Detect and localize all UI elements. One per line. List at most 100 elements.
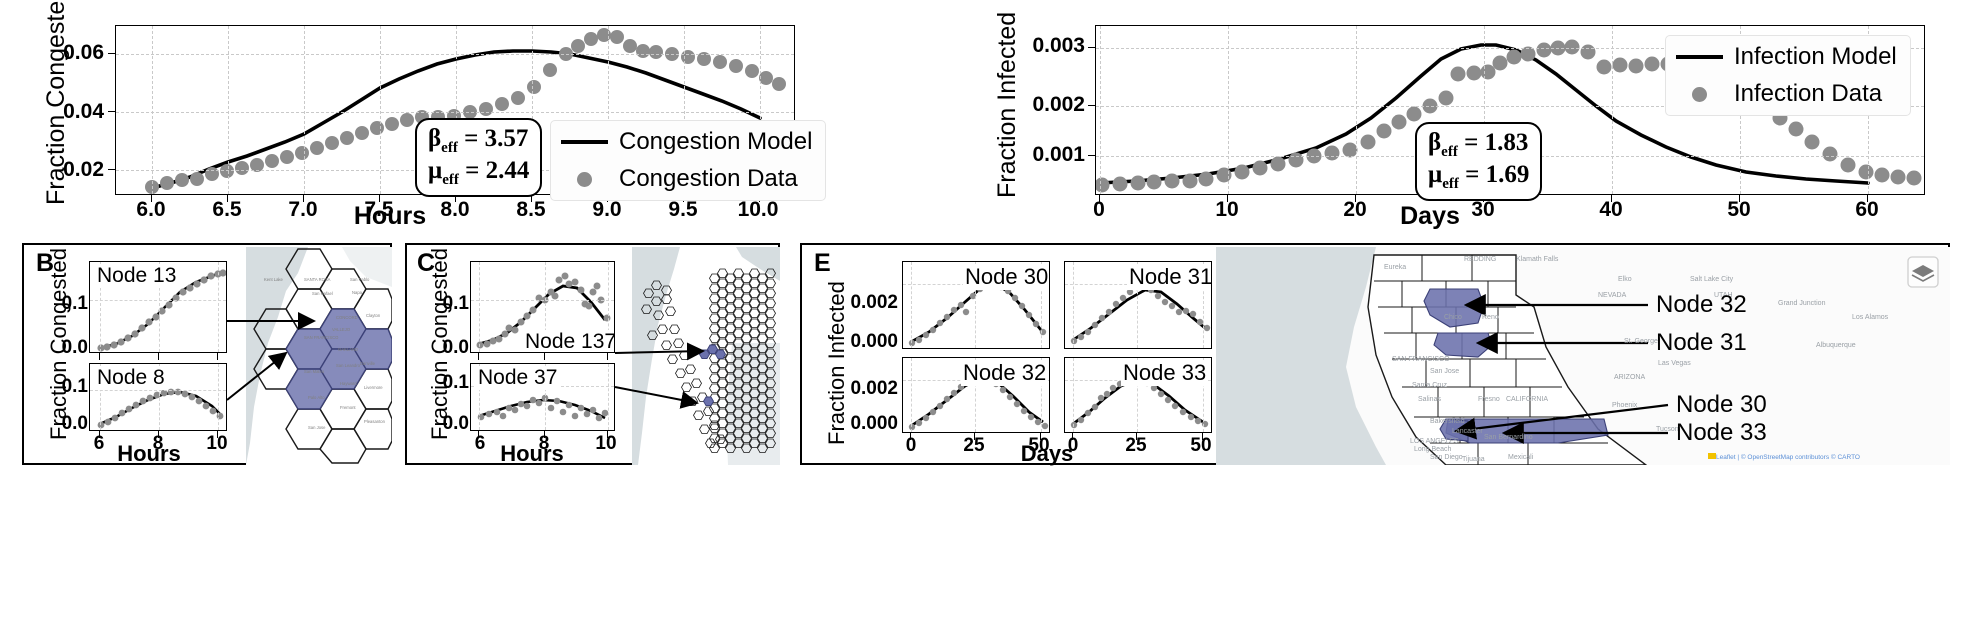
svg-text:Clayton: Clayton — [366, 313, 381, 318]
panel-d-xtick-6: 60 — [1855, 198, 1879, 221]
panel-a-xtick-0: 6.0 — [136, 198, 166, 221]
legend-label-data: Congestion Data — [619, 165, 798, 192]
panel-a-xtick-3: 7.5 — [364, 198, 394, 221]
panel-e-subplot-node32: Node 32 — [902, 357, 1050, 433]
beta-symbol: β — [428, 125, 442, 152]
svg-text:San Bernardino: San Bernardino — [1484, 434, 1533, 441]
svg-text:VALLEJO: VALLEJO — [332, 327, 351, 332]
panel-e-subplot-node31: Node 31 — [1064, 261, 1212, 349]
mu-symbol-d: μ — [1428, 160, 1443, 188]
panel-e-xtick-r0: 0 — [1067, 435, 1079, 456]
panel-e-xtick-l2: 50 — [1028, 435, 1050, 456]
panel-e-ytick-bot-1: 0.002 — [850, 378, 898, 399]
svg-text:Santa Cruz: Santa Cruz — [1412, 382, 1448, 389]
svg-text:San Rafael: San Rafael — [312, 291, 333, 296]
panel-e-xtick-l1: 25 — [963, 435, 985, 456]
svg-text:Lancaster: Lancaster — [1452, 428, 1483, 435]
panel-b-node-label-0: Node 13 — [95, 264, 179, 288]
beta-subscript: eff — [441, 140, 458, 156]
panel-c-sub0-ytick-1: 0.1 — [442, 293, 469, 314]
panel-d-mu-row: μeff = 1.69 — [1428, 161, 1529, 193]
panel-d-ytick-1: 0.002 — [1032, 93, 1085, 116]
panel-c-xlabel: Hours — [500, 441, 564, 466]
panel-e: E Fraction Infected Days 0.002 0.000 0.0… — [800, 243, 1950, 466]
panel-c-node-label-0: Node 137 — [523, 330, 614, 352]
panel-c-sub0-ytick-0: 0.0 — [442, 337, 469, 358]
legend-entry-infection-data: Infection Data — [1676, 80, 1897, 108]
panel-b-subplot-node8: Node 8 — [89, 363, 227, 431]
svg-text:Grand Junction: Grand Junction — [1778, 300, 1826, 307]
panel-c-subplot-node37: Node 37 — [470, 363, 615, 431]
svg-text:Napa: Napa — [352, 290, 363, 295]
svg-text:REDDING: REDDING — [1464, 256, 1496, 263]
panel-c-annotation-arrows — [614, 342, 705, 409]
mu-value: = 2.44 — [465, 156, 530, 184]
panel-a-ytick-2: 0.06 — [63, 41, 104, 64]
panel-b-xtick-1: 8 — [152, 433, 164, 454]
dot-swatch-icon — [561, 171, 608, 187]
panel-b-map: Kent Lake SANTA ROSA San Pablo Napa San Ra… — [246, 247, 392, 465]
panel-a-xtick-1: 6.5 — [212, 198, 242, 221]
svg-text:Chico: Chico — [1444, 314, 1462, 321]
svg-text:ARIZONA: ARIZONA — [1614, 374, 1645, 381]
svg-text:SAN FRANCISCO: SAN FRANCISCO — [1392, 356, 1450, 363]
panel-b-sub0-ytick-1: 0.1 — [61, 293, 88, 314]
panel-a-mu-row: μeff = 2.44 — [428, 157, 529, 189]
svg-text:CONCORD: CONCORD — [336, 315, 358, 320]
legend-label-infection-model: Infection Model — [1734, 43, 1897, 70]
layers-icon — [1907, 256, 1939, 288]
svg-text:Albuquerque: Albuquerque — [1816, 342, 1856, 349]
svg-text:Elko: Elko — [1618, 276, 1632, 283]
panel-d: Fraction Infected Days D 0.001 0.002 0.0… — [975, 10, 1950, 230]
svg-text:CALIFORNIA: CALIFORNIA — [1506, 396, 1548, 403]
svg-text:San Pablo: San Pablo — [350, 277, 370, 282]
panel-d-xlabel: Days — [1400, 202, 1460, 230]
panel-c-subplot-node137: Node 137 — [470, 261, 615, 353]
panel-a-xtick-2: 7.0 — [288, 198, 318, 221]
legend-entry-infection-model: Infection Model — [1676, 43, 1897, 71]
svg-text:Long Beach: Long Beach — [1414, 446, 1451, 453]
panel-a-xtick-7: 9.5 — [668, 198, 698, 221]
svg-text:San Jose: San Jose — [1430, 368, 1459, 375]
svg-text:Fremont: Fremont — [340, 405, 356, 410]
beta-value: = 3.57 — [464, 125, 529, 152]
panel-e-map: REDDING Klamath Falls Eureka Elko Salt Lak… — [1216, 247, 1950, 465]
line-swatch-icon-d — [1676, 55, 1723, 59]
panel-e-ytick-bot-0: 0.000 — [850, 413, 898, 434]
panel-b-annotation-arrows — [226, 312, 316, 401]
panel-d-xtick-3: 30 — [1471, 198, 1495, 221]
svg-text:San Jose: San Jose — [308, 425, 326, 430]
panel-d-xtick-4: 40 — [1599, 198, 1623, 221]
svg-text:Pleasanton: Pleasanton — [364, 419, 386, 424]
panel-b-xtick-0: 6 — [93, 433, 105, 454]
panel-d-ytick-0: 0.001 — [1032, 143, 1085, 166]
svg-text:Salt Lake City: Salt Lake City — [1690, 276, 1734, 283]
panel-d-ytick-2: 0.003 — [1032, 34, 1085, 57]
beta-symbol-d: β — [1428, 129, 1442, 156]
panel-e-xlabel: Days — [1020, 441, 1074, 466]
panel-a: Fraction Congested Hours A 0.02 0.04 0.0… — [20, 0, 827, 230]
panel-e-xtick-r2: 50 — [1190, 435, 1212, 456]
svg-text:Danville: Danville — [360, 361, 376, 366]
svg-text:Tucson: Tucson — [1656, 426, 1679, 433]
panel-d-xtick-1: 10 — [1215, 198, 1239, 221]
panel-e-xtick-l0: 0 — [905, 435, 917, 456]
svg-text:Bakersfield: Bakersfield — [1430, 418, 1465, 425]
mu-symbol: μ — [428, 156, 443, 184]
panel-b-xtick-2: 10 — [206, 433, 228, 454]
svg-text:LOS ANGELES: LOS ANGELES — [1410, 438, 1459, 445]
svg-text:San Diego: San Diego — [1430, 454, 1463, 461]
svg-text:Hayward: Hayward — [340, 381, 357, 386]
panel-d-plot — [1096, 39, 1922, 193]
svg-text:Palo Alto: Palo Alto — [308, 395, 325, 400]
beta-subscript-d: eff — [1441, 144, 1458, 160]
panel-b-sub1-ytick-0: 0.0 — [61, 413, 88, 434]
mu-subscript: eff — [442, 171, 459, 188]
mu-subscript-d: eff — [1442, 175, 1459, 192]
svg-text:Phoenix: Phoenix — [1612, 402, 1638, 409]
svg-text:Las Vegas: Las Vegas — [1658, 360, 1691, 367]
panel-e-map-label-node32: Node 32 — [1656, 291, 1747, 318]
panel-b-letter: B — [36, 249, 55, 277]
svg-text:Livermore: Livermore — [364, 385, 383, 390]
